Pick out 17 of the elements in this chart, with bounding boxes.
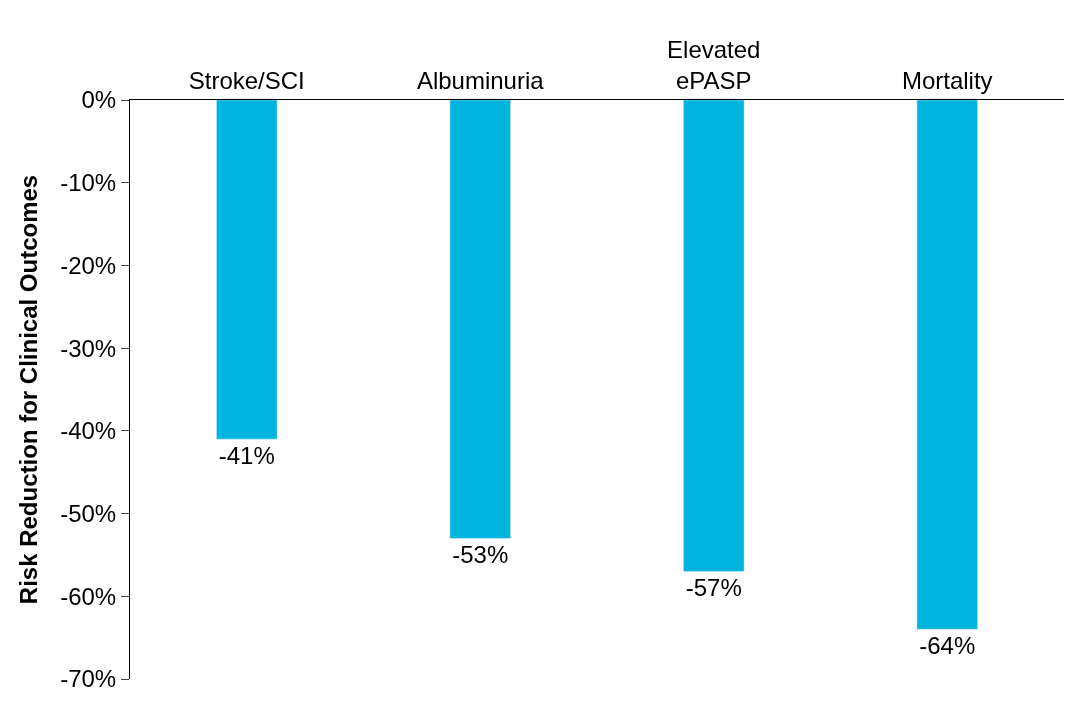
y-tick-label: -30% xyxy=(60,334,117,362)
y-tick-label: -10% xyxy=(60,169,117,197)
data-label: -41% xyxy=(218,442,275,470)
y-axis-title: Risk Reduction for Clinical Outcomes xyxy=(15,174,43,605)
y-tick-label: -70% xyxy=(60,665,117,693)
data-label: -57% xyxy=(685,574,742,602)
x-tick-label: Mortality xyxy=(901,67,993,95)
x-tick-label: Albuminuria xyxy=(416,67,545,95)
y-tick-label: 0% xyxy=(81,86,117,114)
data-label: -53% xyxy=(452,541,509,569)
x-tick-label: Stroke/SCI xyxy=(188,67,305,95)
data-label: -64% xyxy=(919,632,976,660)
x-tick-label: Elevated ePASP xyxy=(667,36,761,95)
y-tick-label: -40% xyxy=(60,417,117,445)
y-tick-label: -20% xyxy=(60,251,117,279)
y-tick-label: -50% xyxy=(60,499,117,527)
y-tick-label: -60% xyxy=(60,582,117,610)
